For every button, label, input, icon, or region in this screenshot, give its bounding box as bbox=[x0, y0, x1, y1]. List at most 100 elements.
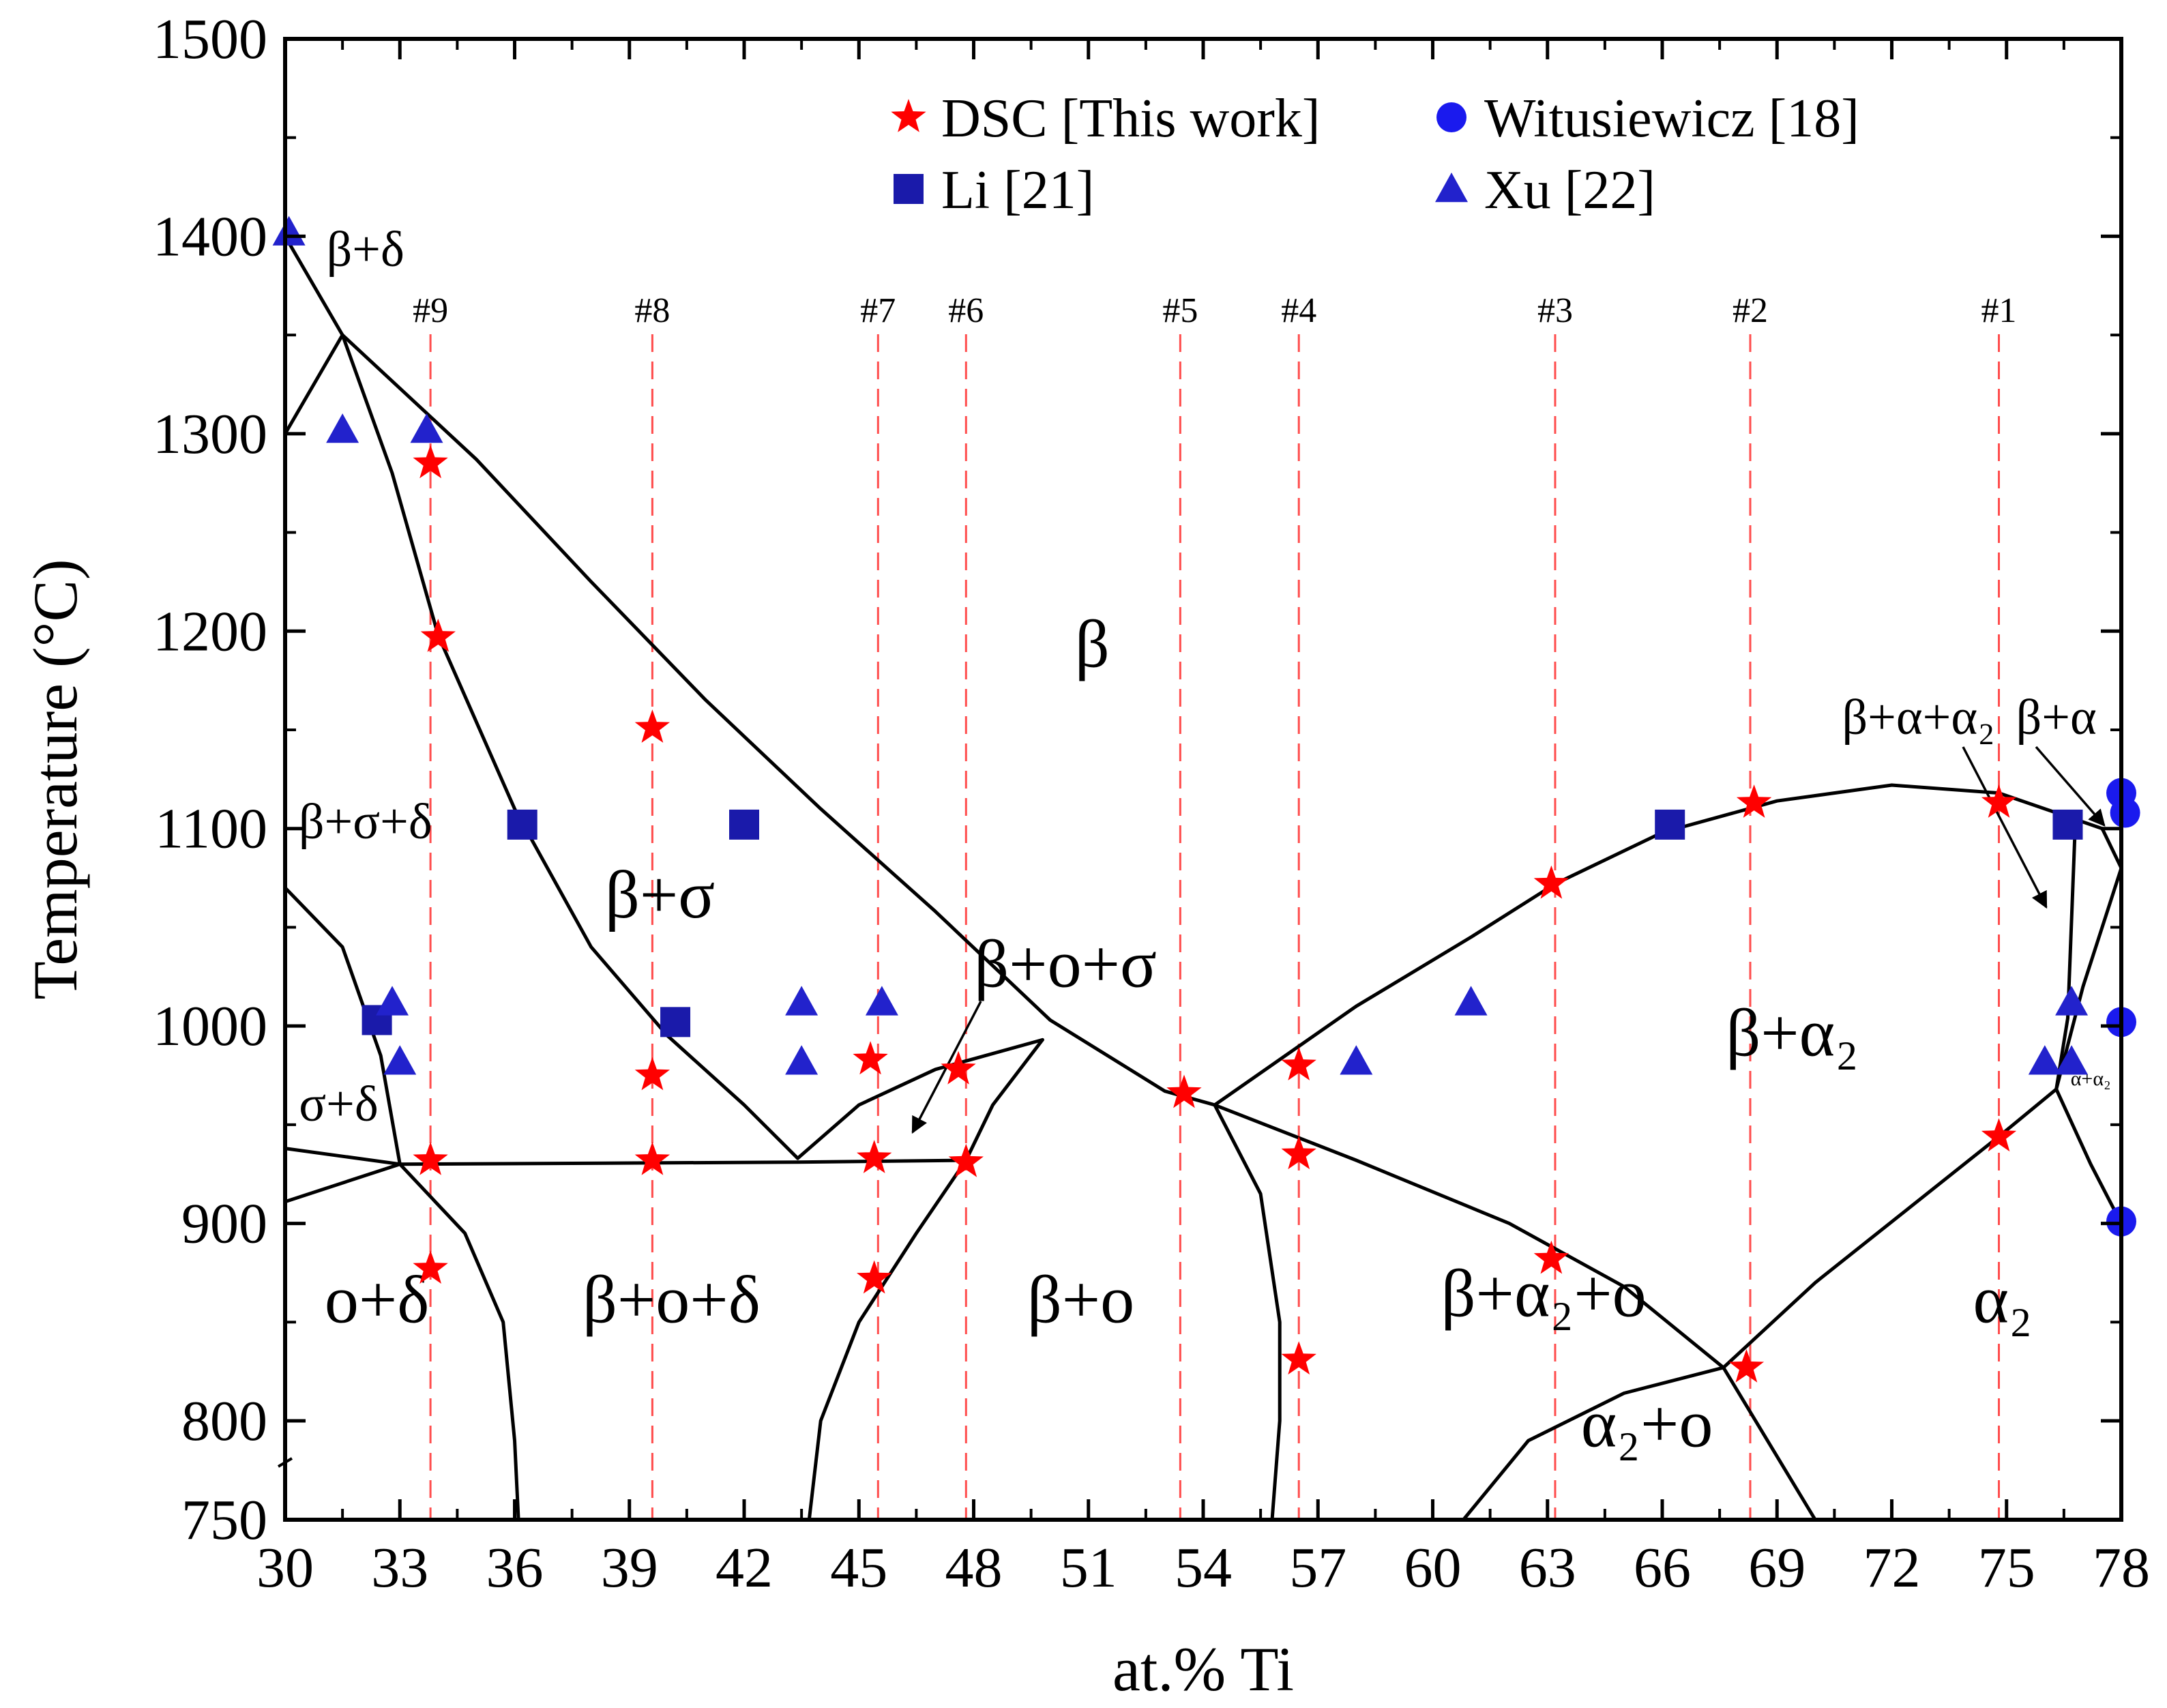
x-tick-label: 33 bbox=[371, 1536, 428, 1600]
phase-region-label: β+δ bbox=[327, 222, 404, 278]
li-square-marker bbox=[729, 809, 759, 840]
dsc-star-marker bbox=[413, 1142, 448, 1175]
x-tick-label: 69 bbox=[1748, 1536, 1805, 1600]
axis-break-mark bbox=[277, 1457, 293, 1468]
dsc-star-marker bbox=[1981, 1118, 2017, 1152]
phase-region-label: β+α+α₂ bbox=[1842, 690, 1995, 746]
y-tick-label: 1100 bbox=[155, 797, 267, 861]
phase-boundary-line bbox=[398, 1158, 968, 1166]
xu-triangle-marker bbox=[785, 986, 819, 1016]
y-tick-label: 1000 bbox=[153, 995, 267, 1058]
y-tick-label: 800 bbox=[181, 1389, 267, 1453]
phase-boundary-line bbox=[2054, 1087, 2123, 1226]
xu-triangle-marker bbox=[1340, 1045, 1373, 1075]
dsc-star-marker bbox=[1166, 1074, 1202, 1108]
phase-region-labels: β+δββ+σ+δβ+σβ+o+σσ+δo+δ β+o+δ β+o β+α₂+oα₂+… bbox=[299, 222, 2111, 1462]
x-tick-label: 66 bbox=[1634, 1536, 1691, 1600]
phase-boundary-line bbox=[1213, 1103, 1817, 1522]
phase-boundary-line bbox=[283, 1162, 402, 1204]
annotation-arrow bbox=[2035, 746, 2106, 827]
axes: 30 33 36 39 42 45 48 51 54 57 60 63 66 69 72 75 78 750 800… bbox=[20, 8, 2150, 1704]
xu-triangle-marker bbox=[785, 1045, 819, 1075]
composition-label: #4 bbox=[1281, 291, 1316, 330]
phase-boundary-line bbox=[283, 1147, 402, 1166]
phase-boundary-line bbox=[2054, 819, 2078, 1091]
phase-region-label: α₂ bbox=[1973, 1261, 2033, 1337]
dsc-star-marker bbox=[1728, 1349, 1765, 1383]
dsc-star-marker bbox=[1981, 784, 2017, 818]
dsc-star-marker bbox=[948, 1143, 984, 1177]
dsc-star-marker bbox=[941, 1050, 976, 1085]
composition-label: #7 bbox=[860, 291, 896, 330]
xu-triangle-marker bbox=[383, 1045, 417, 1075]
xu-triangle-marker bbox=[272, 216, 306, 246]
legend-entry-label: DSC [This work] bbox=[941, 89, 1321, 149]
x-tick-label: 57 bbox=[1289, 1536, 1346, 1600]
dsc-star-marker bbox=[1533, 1240, 1569, 1274]
dsc-star-marker bbox=[413, 1250, 448, 1284]
li-square-marker bbox=[1655, 809, 1685, 840]
x-tick-label: 39 bbox=[601, 1536, 658, 1600]
dsc-star-marker bbox=[1533, 865, 1569, 899]
y-axis-title: Temperature (°C) bbox=[20, 559, 90, 1000]
plot-frame bbox=[283, 37, 2123, 1522]
witusiewicz-circle-marker bbox=[2110, 797, 2140, 828]
x-tick-label: 72 bbox=[1863, 1536, 1921, 1600]
legend-dsc-star-marker bbox=[891, 99, 926, 132]
phase-boundaries bbox=[283, 234, 2123, 1522]
dsc-star-marker bbox=[1281, 1047, 1316, 1080]
dsc-star-marker bbox=[634, 1142, 670, 1175]
legend-xu-triangle-marker bbox=[1435, 173, 1468, 203]
composition-label: #1 bbox=[1981, 291, 2017, 330]
phase-boundary-line bbox=[283, 333, 344, 436]
composition-label: #9 bbox=[413, 291, 448, 330]
phase-boundary-line bbox=[1461, 1366, 1726, 1522]
dsc-star-marker bbox=[634, 709, 670, 743]
x-tick-label: 36 bbox=[486, 1536, 544, 1600]
x-tick-label: 75 bbox=[1978, 1536, 2035, 1600]
xu-triangle-marker bbox=[865, 986, 898, 1016]
x-tick-label: 78 bbox=[2093, 1536, 2150, 1600]
phase-region-label: β+α₂ bbox=[1726, 995, 1859, 1071]
phase-region-label: β bbox=[1075, 606, 1110, 681]
phase-boundary-line bbox=[340, 333, 1217, 1107]
xu-triangle-marker bbox=[326, 413, 359, 443]
dsc-star-marker bbox=[413, 445, 448, 479]
x-tick-label: 60 bbox=[1404, 1536, 1462, 1600]
y-tick-label: 750 bbox=[181, 1488, 267, 1552]
li-square-marker bbox=[507, 809, 537, 840]
phase-boundary-line bbox=[796, 1037, 1044, 1160]
xu-triangle-marker bbox=[1454, 986, 1488, 1016]
x-tick-label: 63 bbox=[1519, 1536, 1576, 1600]
y-tick-label: 1300 bbox=[153, 402, 267, 466]
legend-entry-label: Li [21] bbox=[941, 160, 1094, 220]
x-tick-label: 51 bbox=[1060, 1536, 1117, 1600]
li-square-marker bbox=[660, 1007, 691, 1037]
phase-region-label: β+o+δ bbox=[583, 1261, 761, 1337]
x-tick-label: 42 bbox=[716, 1536, 773, 1600]
phase-region-label: β+o+σ bbox=[974, 926, 1157, 1001]
xu-triangle-marker bbox=[2055, 1045, 2089, 1075]
xu-triangle-marker bbox=[410, 413, 443, 443]
phase-boundary-line bbox=[2100, 827, 2123, 870]
phase-region-label: α₂+o bbox=[1581, 1386, 1713, 1462]
phase-boundary-line bbox=[1213, 1103, 1282, 1522]
x-axis-title: at.% Ti bbox=[1112, 1634, 1294, 1704]
dsc-star-marker bbox=[1736, 784, 1772, 818]
legend: DSC [This work] Witusiewicz [18] Li [21] Xu… bbox=[891, 89, 1859, 220]
legend-entry-label: Witusiewicz [18] bbox=[1484, 89, 1859, 149]
phase-boundary-line bbox=[398, 1162, 520, 1522]
phase-region-label: o+δ bbox=[325, 1261, 430, 1337]
dsc-star-marker bbox=[853, 1041, 888, 1075]
phase-boundary-line bbox=[283, 234, 344, 337]
dsc-star-marker bbox=[857, 1260, 892, 1294]
x-tick-label: 54 bbox=[1175, 1536, 1232, 1600]
phase-boundary-line bbox=[340, 333, 799, 1160]
phase-boundary-line bbox=[1722, 1087, 2059, 1370]
dsc-star-marker bbox=[1281, 1341, 1316, 1375]
xu-triangle-marker bbox=[376, 986, 409, 1016]
phase-region-label: σ+δ bbox=[299, 1076, 379, 1132]
phase-boundary-line bbox=[807, 1037, 1044, 1522]
composition-label: #2 bbox=[1733, 291, 1768, 330]
